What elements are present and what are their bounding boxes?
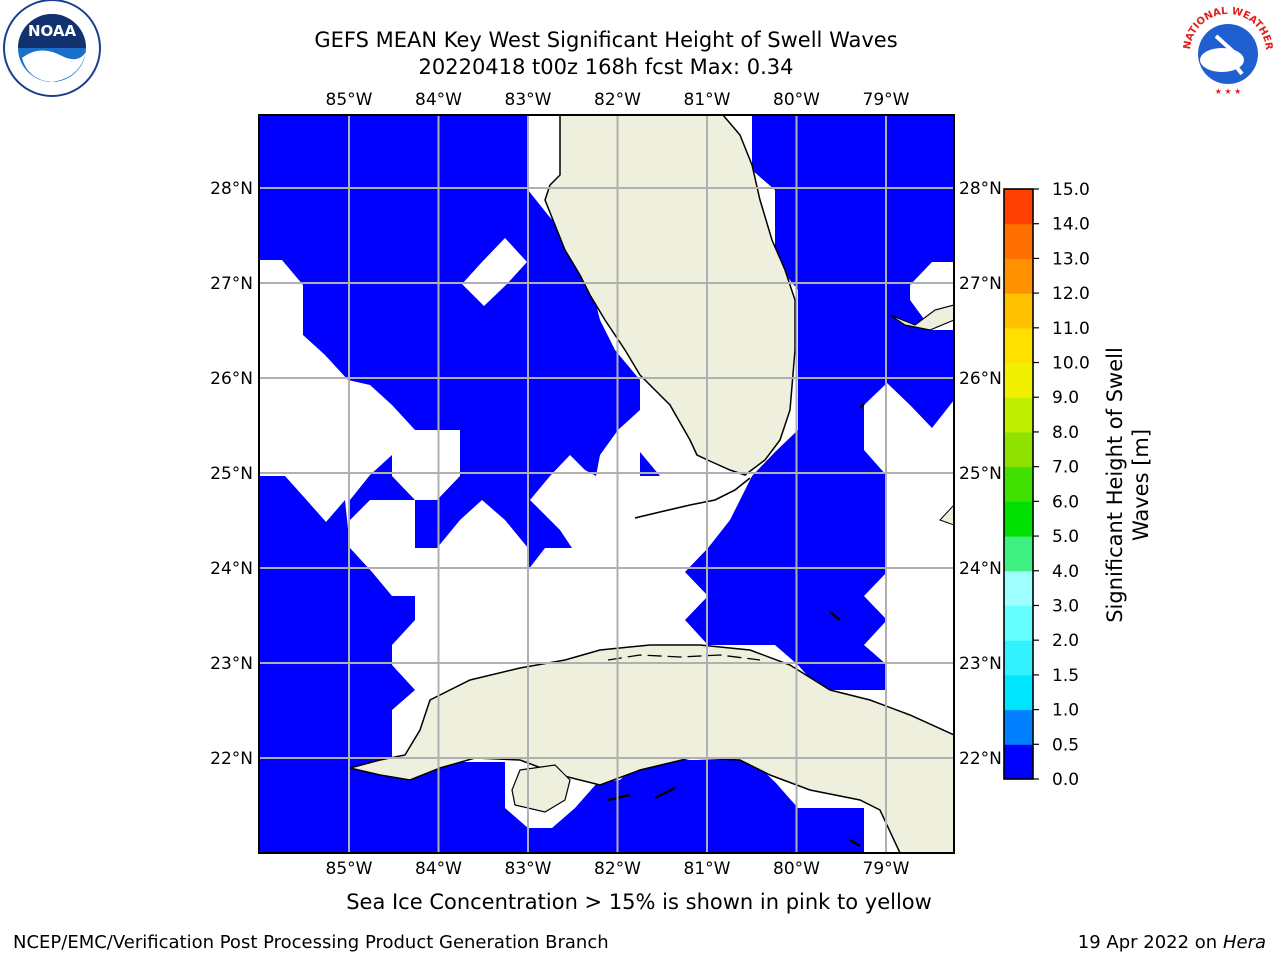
lon-label-bottom: 82°W <box>594 859 641 879</box>
colorbar-swatch <box>1004 570 1033 606</box>
lon-label-top: 79°W <box>863 90 910 110</box>
colorbar-tick-label: 0.0 <box>1052 770 1079 790</box>
colorbar-swatch <box>1004 744 1033 780</box>
colorbar-swatch <box>1004 640 1033 676</box>
lat-label-left: 27°N <box>210 274 253 294</box>
lon-label-top: 83°W <box>505 90 552 110</box>
map-title-line-1: GEFS MEAN Key West Significant Height of… <box>314 28 898 52</box>
lon-label-bottom: 79°W <box>863 859 910 879</box>
svg-text:★ ★ ★: ★ ★ ★ <box>1215 87 1242 96</box>
noaa-logo-text: NOAA <box>28 22 77 40</box>
lon-label-top: 80°W <box>773 90 820 110</box>
lon-label-bottom: 84°W <box>415 859 462 879</box>
colorbar-swatch <box>1004 362 1033 398</box>
lon-label-bottom: 83°W <box>505 859 552 879</box>
footer-date-text: 19 Apr 2022 on <box>1077 932 1218 953</box>
lon-label-bottom: 80°W <box>773 859 820 879</box>
colorbar-swatch <box>1004 674 1033 711</box>
lat-label-right: 27°N <box>959 274 1002 294</box>
colorbar-tick-label: 4.0 <box>1052 562 1079 582</box>
lon-label-bottom: 85°W <box>326 859 373 879</box>
map-axis-ticks: 85°W 85°W 84°W 84°W 83°W 83°W 82°W 82°W 81°W 81°W… <box>210 90 1002 879</box>
colorbar-tick-label: 8.0 <box>1052 423 1079 443</box>
lon-label-top: 81°W <box>684 90 731 110</box>
lat-label-right: 23°N <box>959 654 1002 674</box>
colorbar-tick-label: 13.0 <box>1052 249 1090 269</box>
colorbar-swatch <box>1004 536 1033 572</box>
lon-label-top: 82°W <box>594 90 641 110</box>
colorbar-swatch <box>1004 431 1033 468</box>
lat-label-right: 25°N <box>959 464 1002 484</box>
lon-label-top: 84°W <box>415 90 462 110</box>
colorbar-tick-label: 5.0 <box>1052 527 1079 547</box>
colorbar-tick-label: 1.0 <box>1052 701 1079 721</box>
map-title-line-2: 20220418 t00z 168h fcst Max: 0.34 <box>418 55 794 79</box>
colorbar-swatch <box>1004 397 1033 433</box>
sea-ice-note: Sea Ice Concentration > 15% is shown in … <box>346 890 932 914</box>
colorbar-tick-label: 2.0 <box>1052 631 1079 651</box>
lon-label-top: 85°W <box>326 90 373 110</box>
colorbar-tick-label: 9.0 <box>1052 388 1079 408</box>
colorbar-swatch <box>1004 189 1033 225</box>
colorbar-label: Significant Height of SwellWaves [m] <box>1103 347 1153 623</box>
lat-label-right: 22°N <box>959 749 1002 769</box>
colorbar-tick-label: 7.0 <box>1052 458 1079 478</box>
lat-label-left: 25°N <box>210 464 253 484</box>
colorbar-tick-label: 14.0 <box>1052 215 1090 235</box>
colorbar-tick-label: 1.5 <box>1052 666 1079 686</box>
noaa-logo: NOAA <box>3 0 101 97</box>
map-frame <box>258 114 955 854</box>
colorbar-swatch <box>1004 501 1033 537</box>
lat-label-right: 28°N <box>959 179 1002 199</box>
colorbar-tick-label: 15.0 <box>1052 180 1090 200</box>
lat-label-left: 24°N <box>210 559 253 579</box>
lat-label-left: 23°N <box>210 654 253 674</box>
lat-label-left: 22°N <box>210 749 253 769</box>
lat-label-left: 28°N <box>210 179 253 199</box>
colorbar-tick-label: 10.0 <box>1052 354 1090 374</box>
footer-producer: NCEP/EMC/Verification Post Processing Pr… <box>13 932 609 953</box>
colorbar-tick-label: 12.0 <box>1052 284 1090 304</box>
colorbar-swatch <box>1004 223 1033 259</box>
colorbar: 0.0 0.5 1.0 1.5 2.0 3.0 4.0 5.0 6.0 7.0 8.0 9.0 10.0… <box>1003 180 1153 790</box>
lon-label-bottom: 81°W <box>684 859 731 879</box>
colorbar-swatch <box>1004 293 1033 329</box>
graticule <box>259 115 954 853</box>
colorbar-swatch <box>1004 709 1033 745</box>
land-layer <box>349 115 954 853</box>
colorbar-swatch <box>1004 605 1033 641</box>
lat-label-right: 26°N <box>959 369 1002 389</box>
colorbar-swatch <box>1004 327 1033 364</box>
colorbar-swatch <box>1004 466 1033 502</box>
colorbar-tick-label: 6.0 <box>1052 492 1079 512</box>
colorbar-tick-label: 3.0 <box>1052 596 1079 616</box>
footer-machine: Hera <box>1222 932 1266 953</box>
footer-date: 19 Apr 2022 on Hera <box>1078 932 1266 953</box>
colorbar-tick-label: 11.0 <box>1052 319 1090 339</box>
colorbar-tick-label: 0.5 <box>1052 735 1079 755</box>
colorbar-swatch <box>1004 258 1033 294</box>
colorbar-frame <box>1003 188 1034 780</box>
lat-label-right: 24°N <box>959 559 1002 579</box>
lat-label-left: 26°N <box>210 369 253 389</box>
nws-logo: NATIONAL WEATHER SERVICE ★ ★ ★ <box>1176 0 1274 98</box>
